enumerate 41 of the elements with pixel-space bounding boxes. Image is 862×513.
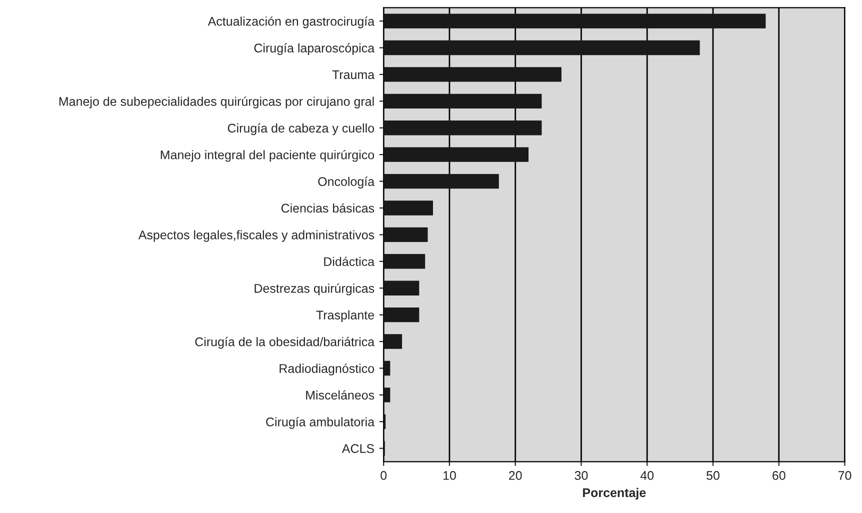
bar	[384, 334, 402, 349]
y-tick-label: Aspectos legales,fiscales y administrativos	[138, 230, 374, 242]
y-tick-label: Ciencias básicas	[281, 203, 374, 213]
bar	[384, 120, 542, 136]
bar	[384, 67, 562, 82]
bar	[384, 40, 700, 56]
x-axis-title: Porcentaje	[583, 488, 646, 500]
x-tick-label: 0	[380, 471, 387, 480]
bar	[384, 280, 420, 296]
bar	[384, 14, 766, 28]
x-tick-label: 30	[574, 471, 588, 480]
x-tick-label: 50	[706, 471, 720, 480]
bar	[384, 200, 433, 216]
y-tick-label: Radiodiagnóstico	[280, 364, 374, 376]
y-tick-label: Misceláneos	[306, 390, 374, 400]
y-tick-label: Cirugía laparoscópica	[254, 43, 375, 55]
bar	[384, 94, 542, 109]
y-tick-label: ACLS	[342, 444, 374, 453]
bar	[384, 388, 390, 402]
y-tick-label: Cirugía de la obesidad/bariátrica	[195, 336, 375, 349]
y-tick-label: Cirugía de cabeza y cuello	[228, 123, 374, 136]
x-tick-label: 20	[509, 471, 522, 480]
bar	[384, 227, 428, 242]
y-tick-label: Destrezas quirúrgicas	[254, 284, 374, 296]
y-tick-label: Actualización en gastrocirugía	[208, 16, 375, 28]
x-tick-label: 10	[443, 471, 456, 480]
bar	[384, 360, 390, 376]
bar	[384, 254, 426, 269]
x-tick-label: 40	[640, 471, 654, 480]
y-tick-label: Trauma	[332, 70, 375, 80]
y-tick-label: Trasplante	[316, 310, 374, 322]
y-tick-label: Oncología	[318, 176, 375, 188]
y-tick-label: Manejo de subepecialidades quirúrgicas por cirujano gral	[59, 96, 374, 108]
y-tick-label: Manejo integral del paciente quirúrgico	[160, 150, 374, 162]
x-tick-label: 60	[772, 471, 786, 480]
bar	[384, 147, 529, 162]
y-tick-label: Didáctica	[324, 256, 375, 266]
bar	[384, 174, 499, 189]
x-tick-label: 70	[838, 471, 852, 480]
bar	[384, 307, 420, 322]
y-tick-label: Cirugía ambulatoria	[266, 417, 375, 429]
